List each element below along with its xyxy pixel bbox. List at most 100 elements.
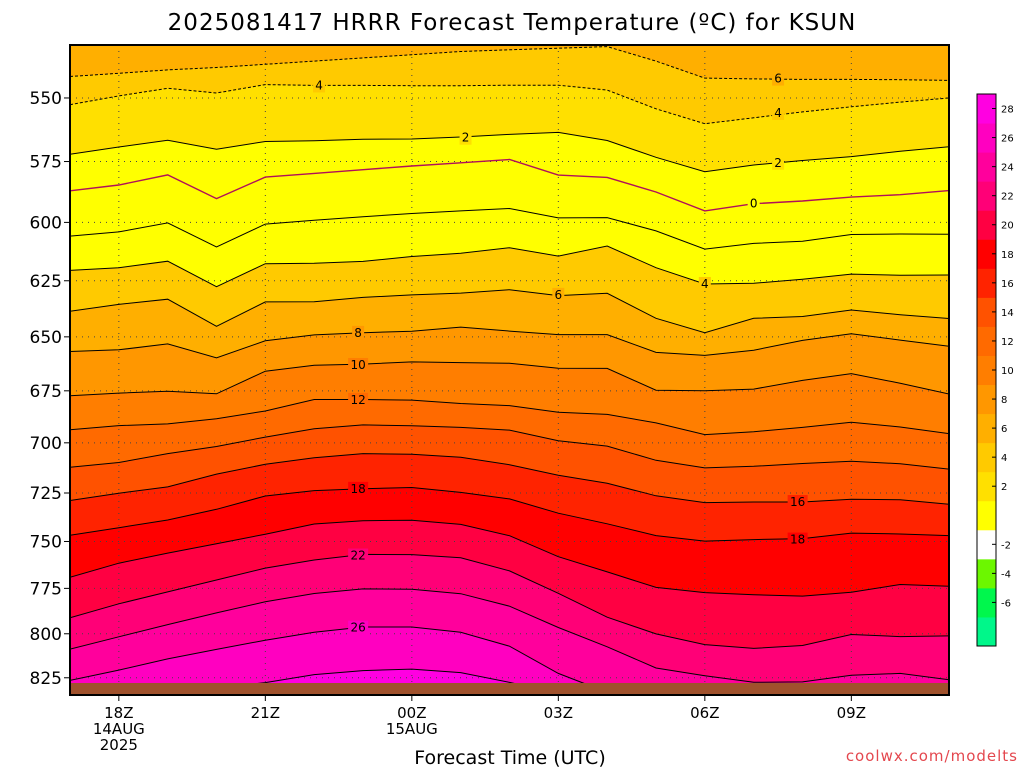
credit-text: coolwx.com/modelts [846, 747, 1018, 765]
colorbar-swatch [977, 94, 996, 124]
contour-line [70, 519, 949, 597]
chart-title: 2025081417 HRRR Forecast Temperature (ºC… [168, 10, 857, 36]
band-fill [70, 453, 949, 542]
contour-line [70, 289, 949, 334]
colorbar-swatch [977, 326, 996, 356]
colorbar-tick-label: 4 [1001, 453, 1007, 464]
colorbar-swatch [977, 123, 996, 153]
colorbar-tick-label: 12 [1001, 337, 1014, 348]
band-fill [70, 289, 949, 358]
contour-label-bg [787, 532, 808, 547]
contour-label-bg [747, 196, 760, 211]
contour-label-bg [348, 620, 369, 635]
band-fill [70, 627, 949, 695]
colorbar-swatch [977, 616, 996, 647]
colorbar-swatch [977, 529, 996, 560]
band-fill [70, 588, 949, 694]
colorbar-swatch [977, 239, 996, 269]
colorbar-swatch [977, 210, 996, 240]
contour-line [70, 46, 949, 81]
contour-label-bg [772, 155, 785, 170]
y-tick-label: 675 [30, 382, 62, 402]
y-tick-label: 700 [30, 434, 62, 454]
contour-line [70, 158, 949, 212]
colorbar-tick-label: 22 [1001, 192, 1014, 203]
colorbar-tick-label: -2 [1001, 540, 1011, 551]
band-fill [70, 361, 949, 435]
contour-line [70, 424, 949, 470]
colorbar-tick-label: 18 [1001, 250, 1014, 261]
y-axis: 550 575 600 625 650 675 700 725 750 775 800 825 [30, 89, 70, 689]
colorbar-swatch [977, 297, 996, 327]
band-fill [70, 327, 949, 396]
y-tick-label: 775 [30, 579, 62, 599]
y-tick-label: 750 [30, 532, 62, 552]
colorbar-tick-label: 2 [1001, 482, 1007, 493]
contour-label-bg [772, 71, 785, 86]
colorbar-tick-label: -6 [1001, 598, 1011, 609]
colorbar-swatch [977, 268, 996, 298]
contour-label: 22 [350, 549, 365, 563]
contour-label-bg [552, 287, 565, 302]
contour-line [70, 588, 949, 683]
x-tick-label: 03Z [544, 704, 573, 722]
band-fill [70, 520, 949, 649]
contour-label: 4 [315, 78, 323, 92]
contour-line [70, 207, 949, 250]
y-tick-label: 575 [30, 153, 62, 173]
colorbar-swatch [977, 442, 996, 473]
y-tick-label: 800 [30, 625, 62, 645]
colorbar-swatch [977, 413, 996, 444]
colorbar-tick-label: 14 [1001, 308, 1014, 319]
contour-line [70, 553, 949, 649]
x-tick-label: 18Z [104, 704, 133, 722]
contour-label: 8 [354, 326, 362, 340]
colorbar-swatch [977, 181, 996, 211]
colorbar-swatch [977, 587, 996, 618]
band-fill [70, 132, 949, 211]
contour-label: 10 [350, 358, 365, 372]
contour-label-bg [787, 495, 808, 510]
contour-label-bg [352, 325, 365, 340]
contour-label: 2 [774, 156, 782, 170]
contour-label: 16 [790, 495, 805, 509]
band-fill [70, 84, 949, 172]
contour-label-bg [348, 357, 369, 372]
colorbar-swatch [977, 558, 996, 589]
colorbar-swatch [977, 152, 996, 182]
colorbar-tick-label: -4 [1001, 569, 1011, 580]
y-tick-label: 600 [30, 213, 62, 233]
contour-label: 26 [350, 621, 365, 635]
x-tick-label: 21Z [251, 704, 280, 722]
colorbar-tick-label: 8 [1001, 395, 1007, 406]
x-tick-label: 09Z [837, 704, 866, 722]
colorbar-swatch [977, 500, 996, 531]
contour-label: 6 [774, 72, 782, 86]
plot-frame [69, 44, 950, 696]
contour-line [70, 245, 949, 288]
band-fill [70, 554, 949, 683]
x-axis-label: Forecast Time (UTC) [414, 747, 605, 768]
colorbar-tick-label: 24 [1001, 163, 1014, 174]
band-fill [70, 159, 949, 250]
colorbar-swatch [977, 471, 996, 502]
contour-label-bg [348, 548, 369, 563]
contour-label-bg [459, 130, 472, 145]
contour-label: 6 [555, 288, 563, 302]
ground-strip [70, 683, 949, 695]
contour-label-bg [698, 276, 711, 291]
y-tick-label: 550 [30, 89, 62, 109]
contour-label: 18 [350, 482, 365, 496]
x-tick-label: 00Z [397, 704, 426, 722]
contour-label: 0 [750, 197, 758, 211]
contour-line [70, 399, 949, 436]
contour-label: 18 [790, 533, 805, 547]
contour-label: 4 [701, 277, 709, 291]
band-fill [70, 487, 949, 597]
contour-label-bg [348, 481, 369, 496]
y-tick-label: 825 [30, 669, 62, 689]
